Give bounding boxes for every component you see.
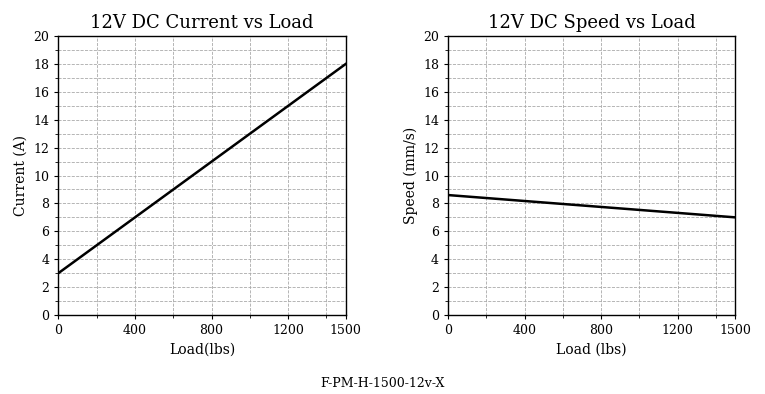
X-axis label: Load(lbs): Load(lbs) <box>169 342 235 357</box>
Y-axis label: Speed (mm/s): Speed (mm/s) <box>403 127 418 224</box>
Y-axis label: Current (A): Current (A) <box>14 135 28 216</box>
Text: F-PM-H-1500-12v-X: F-PM-H-1500-12v-X <box>321 377 444 390</box>
Title: 12V DC Speed vs Load: 12V DC Speed vs Load <box>488 14 695 32</box>
Title: 12V DC Current vs Load: 12V DC Current vs Load <box>90 14 314 32</box>
X-axis label: Load (lbs): Load (lbs) <box>556 342 627 357</box>
